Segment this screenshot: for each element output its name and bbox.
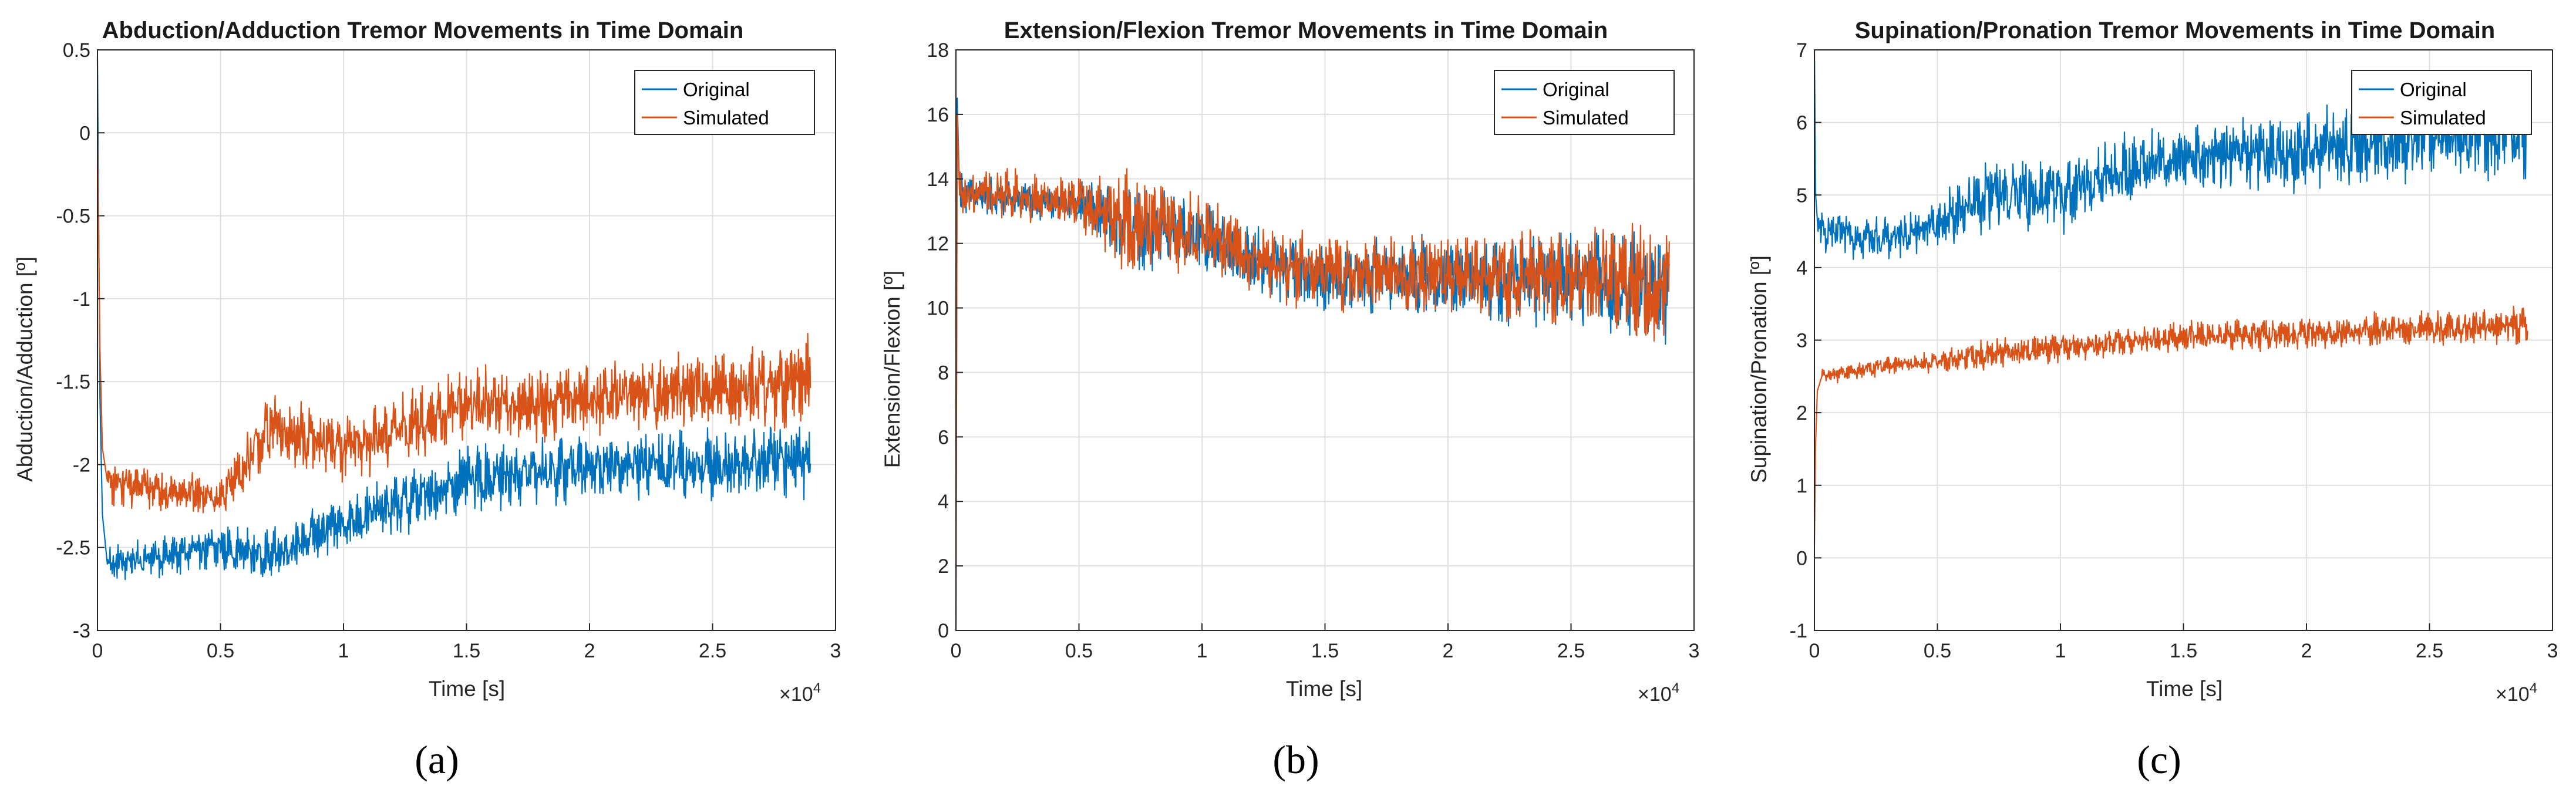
series-line-original-a <box>96 58 811 581</box>
legend-label-original-a: Original <box>683 79 750 100</box>
panel-label-a: (a) <box>415 737 459 782</box>
series-line-original-b <box>955 97 1670 631</box>
y-tick-label: 8 <box>938 362 949 384</box>
y-tick-label: 18 <box>927 39 949 62</box>
x-tick-label: 0.5 <box>1924 640 1951 662</box>
y-tick-label: 16 <box>927 104 949 126</box>
series-line-simulated-c <box>1813 305 2528 544</box>
y-tick-labels-c: -1 0 1 2 3 4 5 6 7 <box>1790 39 1807 642</box>
x-axis-label-a: Time [s] <box>429 677 505 701</box>
x-tick-label: 0 <box>92 640 103 662</box>
x-tick-label: 1.5 <box>2170 640 2197 662</box>
y-tick-label: 3 <box>1796 330 1807 352</box>
y-tick-label: 0 <box>938 620 949 642</box>
chart-panel-c: Supination/Pronation Tremor Movements in… <box>1747 18 2558 782</box>
x-tick-labels-b: 0 0.5 1 1.5 2 2.5 3 <box>951 640 1700 662</box>
ticks-b <box>955 49 1695 631</box>
y-tick-label: -1.5 <box>56 371 90 393</box>
x-tick-label: 1 <box>1197 640 1208 662</box>
x-tick-label: 0 <box>951 640 962 662</box>
legend-box-b <box>1494 70 1675 135</box>
panel-label-c: (c) <box>2137 737 2181 782</box>
y-tick-label: 0.5 <box>63 39 90 62</box>
grid-b <box>955 49 1695 631</box>
y-tick-label: 0 <box>79 122 90 144</box>
y-tick-label: 6 <box>1796 112 1807 134</box>
y-tick-label: 5 <box>1796 184 1807 207</box>
x-tick-label: 0 <box>1809 640 1820 662</box>
x-tick-labels-c: 0 0.5 1 1.5 2 2.5 3 <box>1809 640 2558 662</box>
y-tick-label: 14 <box>927 168 949 191</box>
x-tick-label: 1 <box>338 640 349 662</box>
y-tick-labels-a: -3 -2.5 -2 -1.5 -1 -0.5 0 0.5 <box>56 39 90 642</box>
y-tick-label: 4 <box>1796 257 1807 279</box>
x-axis-label-c: Time [s] <box>2146 677 2223 701</box>
ticks-c <box>1814 49 2553 631</box>
y-tick-label: 2 <box>938 555 949 578</box>
y-tick-label: 12 <box>927 233 949 255</box>
y-axis-label-b: Extension/Flexion [º] <box>880 271 904 468</box>
y-tick-label: 7 <box>1796 39 1807 62</box>
y-tick-label: 4 <box>938 491 949 513</box>
y-tick-label: 10 <box>927 298 949 320</box>
legend-box-c <box>2351 70 2532 135</box>
x-tick-label: 0.5 <box>207 640 234 662</box>
x-axis-label-b: Time [s] <box>1286 677 1362 701</box>
x-tick-label: 2 <box>1443 640 1454 662</box>
panel-label-b: (b) <box>1272 737 1319 782</box>
y-tick-labels-b: 0 2 4 6 8 10 12 14 16 18 <box>927 39 949 642</box>
y-tick-label: 0 <box>1796 547 1807 569</box>
x-tick-label: 3 <box>830 640 841 662</box>
ticks-a <box>97 49 836 631</box>
y-tick-label: 2 <box>1796 402 1807 424</box>
x-tick-label: 1.5 <box>453 640 480 662</box>
x-tick-label: 0.5 <box>1065 640 1093 662</box>
chart-title-b: Extension/Flexion Tremor Movements in Ti… <box>1004 18 1608 43</box>
x-tick-labels-a: 0 0.5 1 1.5 2 2.5 3 <box>92 640 841 662</box>
legend-label-simulated-b: Simulated <box>1543 107 1629 129</box>
chart-title-a: Abduction/Adduction Tremor Movements in … <box>102 18 744 43</box>
chart-title-c: Supination/Pronation Tremor Movements in… <box>1855 18 2496 43</box>
x-tick-label: 2 <box>2301 640 2312 662</box>
series-line-simulated-a <box>96 133 811 514</box>
y-tick-label: -2.5 <box>56 537 90 559</box>
x-tick-label: 3 <box>2547 640 2558 662</box>
y-axis-label-c: Supination/Pronation [º] <box>1747 255 1771 483</box>
x-tick-label: 1 <box>2055 640 2066 662</box>
series-group-b <box>955 97 1670 631</box>
y-tick-label: 6 <box>938 426 949 448</box>
y-tick-label: -1 <box>73 288 90 311</box>
chart-panel-a: Abduction/Adduction Tremor Movements in … <box>13 18 841 782</box>
y-tick-label: -2 <box>73 454 90 476</box>
x-tick-label: 1.5 <box>1311 640 1339 662</box>
legend-box-a <box>634 70 815 135</box>
y-axis-label-a: Abduction/Adduction [º] <box>13 257 37 482</box>
y-tick-label: -0.5 <box>56 205 90 228</box>
legend-b: Original Simulated <box>1494 70 1675 135</box>
legend-a: Original Simulated <box>634 70 815 135</box>
y-tick-label: -1 <box>1790 620 1807 642</box>
legend-c: Original Simulated <box>2351 70 2532 135</box>
series-group-a <box>96 58 811 581</box>
legend-label-original-c: Original <box>2400 79 2467 100</box>
x-tick-label: 2 <box>584 640 595 662</box>
legend-label-simulated-c: Simulated <box>2400 107 2486 129</box>
legend-label-simulated-a: Simulated <box>683 107 769 129</box>
x-exponent-c: ×104 <box>2496 680 2537 706</box>
x-tick-label: 2.5 <box>2416 640 2443 662</box>
series-line-simulated-b <box>955 113 1670 631</box>
x-exponent-a: ×104 <box>779 680 821 706</box>
y-tick-label: -3 <box>73 620 90 642</box>
legend-label-original-b: Original <box>1543 79 1609 100</box>
x-tick-label: 3 <box>1689 640 1700 662</box>
x-exponent-b: ×104 <box>1638 680 1679 706</box>
x-tick-label: 2.5 <box>1557 640 1585 662</box>
chart-panel-b: Extension/Flexion Tremor Movements in Ti… <box>880 18 1699 782</box>
x-tick-label: 2.5 <box>699 640 726 662</box>
y-tick-label: 1 <box>1796 475 1807 497</box>
